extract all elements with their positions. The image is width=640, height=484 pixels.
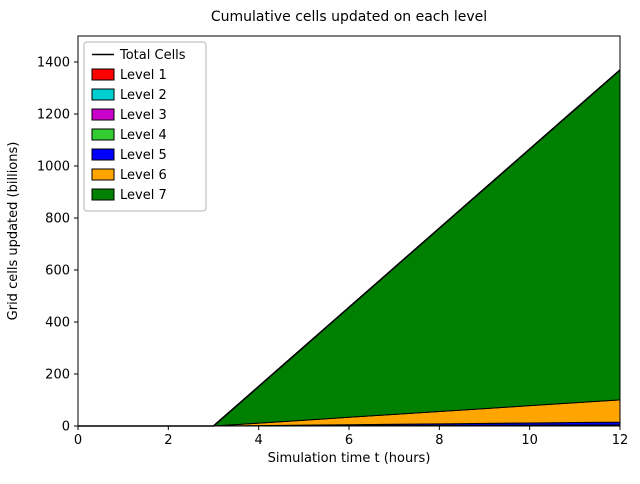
x-tick-label: 12 <box>612 433 629 448</box>
legend-label: Level 2 <box>120 88 167 103</box>
y-tick-label: 1400 <box>37 56 70 71</box>
legend-sample-level-4 <box>92 129 114 140</box>
legend-label: Level 3 <box>120 108 167 123</box>
legend-label: Total Cells <box>119 48 186 63</box>
chart-title: Cumulative cells updated on each level <box>211 9 487 25</box>
legend-sample-level-7 <box>92 189 114 200</box>
y-tick-label: 1200 <box>37 108 70 123</box>
legend-label: Level 6 <box>120 168 167 183</box>
legend-sample-level-5 <box>92 149 114 160</box>
legend-label: Level 7 <box>120 188 167 203</box>
x-tick-label: 10 <box>521 433 538 448</box>
legend-sample-level-3 <box>92 109 114 120</box>
x-tick-label: 8 <box>435 433 443 448</box>
y-tick-label: 1000 <box>37 160 70 175</box>
legend-sample-level-6 <box>92 169 114 180</box>
y-tick-label: 400 <box>45 316 70 331</box>
y-tick-label: 600 <box>45 264 70 279</box>
y-axis-label: Grid cells updated (billions) <box>6 142 21 321</box>
x-tick-label: 2 <box>164 433 172 448</box>
legend-label: Level 1 <box>120 68 167 83</box>
x-tick-label: 4 <box>255 433 263 448</box>
legend-label: Level 5 <box>120 148 167 163</box>
y-tick-label: 800 <box>45 212 70 227</box>
y-tick-label: 200 <box>45 368 70 383</box>
legend-sample-level-1 <box>92 69 114 80</box>
legend-sample-level-2 <box>92 89 114 100</box>
x-axis-label: Simulation time t (hours) <box>268 451 431 466</box>
x-tick-label: 0 <box>74 433 82 448</box>
y-tick-label: 0 <box>62 420 70 435</box>
legend-label: Level 4 <box>120 128 167 143</box>
legend: Total Cells Level 1 Level 2 Level 3 Level 4 L… <box>84 42 206 211</box>
x-tick-label: 6 <box>345 433 353 448</box>
